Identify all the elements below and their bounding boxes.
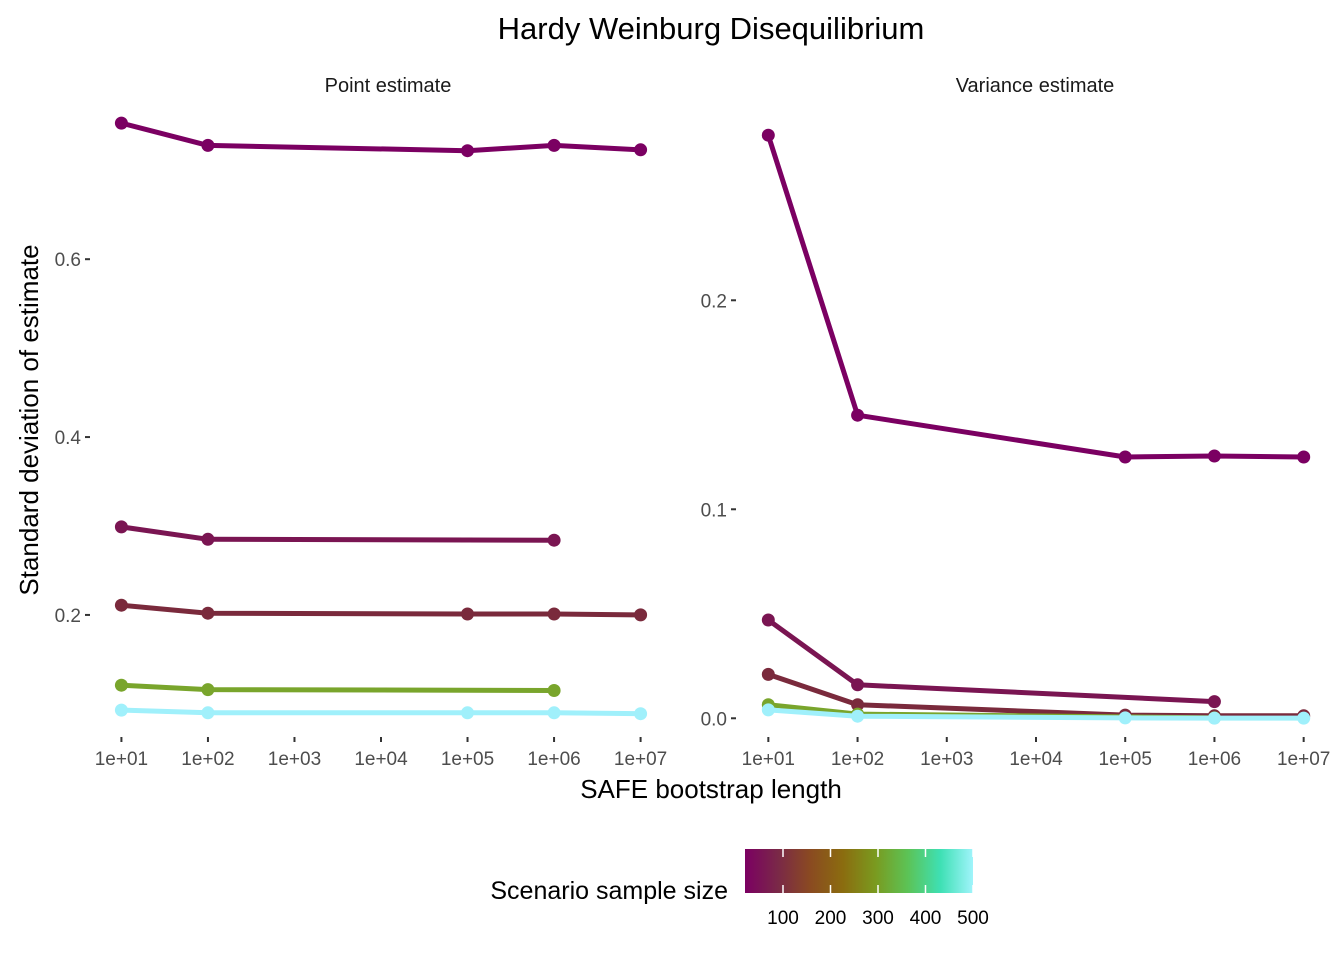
data-point — [634, 707, 648, 721]
panel-point-estimate: Point estimate 0.2 0.4 0.6 1e+01 1e+02 1e+03… — [55, 75, 668, 770]
data-point — [547, 533, 561, 547]
data-point — [851, 709, 865, 723]
y-tick-label: 0.2 — [701, 291, 727, 312]
data-point — [201, 138, 215, 152]
x-tick-label: 1e+01 — [95, 749, 148, 770]
data-point — [114, 520, 128, 534]
series-line-n500 — [118, 707, 644, 717]
data-point — [761, 613, 775, 627]
series-line-n50 — [765, 617, 1217, 705]
data-point — [114, 116, 128, 130]
panel-strip-label: Variance estimate — [956, 75, 1115, 97]
legend-colorbar — [745, 849, 973, 893]
data-point — [1207, 695, 1221, 709]
y-tick-label: 0.4 — [55, 428, 82, 449]
x-tick-label: 1e+05 — [441, 749, 494, 770]
data-point — [1297, 711, 1311, 725]
x-tick-label: 1e+02 — [181, 749, 234, 770]
x-tick-label: 1e+04 — [354, 749, 408, 770]
y-tick-label: 0.1 — [701, 500, 727, 521]
y-tick-label: 0.6 — [55, 250, 81, 271]
data-point — [547, 684, 561, 697]
data-point — [1118, 450, 1132, 464]
data-point — [461, 144, 474, 158]
data-point — [634, 608, 648, 622]
legend-tick-label: 100 — [767, 908, 799, 929]
series-line-n20 — [118, 120, 644, 154]
data-point — [461, 607, 474, 621]
data-point — [114, 703, 128, 717]
legend-title: Scenario sample size — [490, 877, 728, 905]
data-point — [114, 598, 128, 612]
data-point — [201, 706, 215, 720]
data-point — [1118, 711, 1132, 725]
chart-title: Hardy Weinburg Disequilibrium — [498, 11, 925, 46]
data-point — [1207, 711, 1221, 725]
data-point — [851, 408, 865, 422]
data-point — [851, 698, 865, 712]
data-point — [851, 678, 865, 692]
y-axis: 0.2 0.4 0.6 — [55, 250, 90, 627]
data-point — [761, 667, 775, 681]
data-point — [201, 532, 215, 546]
legend-ticks: 100 200 300 400 500 — [767, 849, 989, 929]
series-group — [114, 116, 648, 721]
panel-strip-label: Point estimate — [325, 75, 452, 97]
panel-variance-estimate: Variance estimate 0.00.10.2 1e+01 1e+02 1e… — [701, 75, 1331, 770]
x-tick-label: 1e+03 — [920, 749, 973, 770]
y-axis: 0.0 0.1 0.2 — [701, 291, 736, 730]
y-tick-label: 0.0 — [701, 709, 727, 730]
series-group — [761, 128, 1311, 725]
series-line-n100 — [118, 602, 644, 618]
x-axis: 1e+01 1e+02 1e+03 1e+04 1e+05 1e+06 1e+07 — [95, 737, 667, 770]
x-tick-label: 1e+06 — [527, 749, 580, 770]
y-tick-label: 0.2 — [55, 606, 81, 627]
data-point — [547, 138, 561, 152]
x-tick-label: 1e+05 — [1099, 749, 1152, 770]
series-line-n50 — [118, 524, 557, 543]
x-tick-label: 1e+01 — [742, 749, 795, 770]
x-tick-label: 1e+03 — [268, 749, 321, 770]
x-tick-label: 1e+04 — [1009, 749, 1063, 770]
x-tick-label: 1e+02 — [831, 749, 884, 770]
data-point — [761, 128, 775, 142]
data-point — [634, 143, 648, 157]
legend-tick-label: 300 — [862, 908, 894, 929]
x-tick-label: 1e+06 — [1188, 749, 1241, 770]
data-point — [1297, 450, 1311, 464]
data-point — [1207, 449, 1221, 463]
x-tick-label: 1e+07 — [1277, 749, 1330, 770]
data-point — [547, 607, 561, 621]
data-point — [461, 706, 474, 720]
x-axis: 1e+01 1e+02 1e+03 1e+04 1e+05 1e+06 1e+07 — [742, 737, 1330, 770]
x-tick-label: 1e+07 — [614, 749, 667, 770]
series-line-n300 — [118, 682, 557, 693]
legend-tick-label: 200 — [815, 908, 847, 929]
series-line-n20 — [765, 132, 1307, 460]
data-point — [761, 703, 775, 717]
legend-tick-label: 500 — [957, 908, 989, 929]
legend-tick-label: 400 — [910, 908, 942, 929]
y-axis-title: Standard deviation of estimate — [14, 244, 44, 595]
data-point — [201, 606, 215, 620]
data-point — [114, 678, 128, 692]
data-point — [201, 683, 215, 697]
data-point — [547, 706, 561, 720]
legend: Scenario sample size 100 200 300 400 500 — [490, 849, 989, 929]
x-axis-title: SAFE bootstrap length — [580, 774, 842, 804]
